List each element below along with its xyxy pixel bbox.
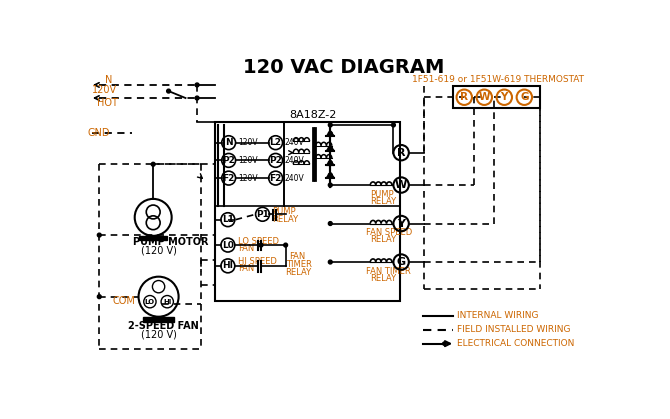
Circle shape [195, 83, 199, 87]
Text: RELAY: RELAY [371, 274, 397, 283]
Polygon shape [326, 172, 334, 178]
Text: P1: P1 [256, 210, 269, 219]
Text: L2: L2 [269, 138, 281, 147]
Circle shape [391, 123, 395, 127]
Text: N: N [225, 138, 232, 147]
Polygon shape [326, 131, 334, 136]
Text: L1: L1 [222, 215, 234, 224]
Text: 120V: 120V [238, 173, 257, 183]
Bar [139, 236, 167, 241]
Text: FIELD INSTALLED WIRING: FIELD INSTALLED WIRING [458, 325, 571, 334]
Circle shape [328, 260, 332, 264]
Circle shape [328, 161, 332, 165]
Circle shape [328, 146, 332, 150]
Text: ELECTRICAL CONNECTION: ELECTRICAL CONNECTION [458, 339, 575, 348]
Text: 120 VAC DIAGRAM: 120 VAC DIAGRAM [243, 58, 444, 77]
Bar [215, 122, 399, 301]
Text: P2: P2 [269, 156, 282, 165]
Text: F2: F2 [269, 173, 282, 183]
Text: P2: P2 [222, 156, 235, 165]
Circle shape [97, 233, 101, 237]
Circle shape [328, 123, 332, 127]
Text: R: R [397, 147, 405, 158]
Text: HI: HI [222, 261, 233, 270]
Text: 1F51-619 or 1F51W-619 THERMOSTAT: 1F51-619 or 1F51W-619 THERMOSTAT [412, 75, 584, 84]
Text: PUMP: PUMP [272, 207, 295, 217]
Text: FAN: FAN [289, 252, 306, 261]
Bar [143, 317, 174, 322]
Text: LO SPEED: LO SPEED [238, 237, 279, 246]
Text: GND: GND [88, 128, 111, 138]
Polygon shape [326, 160, 334, 166]
Text: (120 V): (120 V) [141, 329, 177, 339]
Circle shape [195, 96, 199, 100]
Circle shape [328, 183, 332, 187]
Text: FAN SPEED: FAN SPEED [366, 228, 413, 237]
Text: W: W [478, 92, 490, 102]
Text: 120V: 120V [238, 156, 257, 165]
Text: Y: Y [500, 92, 508, 102]
Circle shape [328, 173, 332, 177]
Circle shape [328, 222, 332, 225]
Circle shape [442, 341, 446, 346]
Text: 8A18Z-2: 8A18Z-2 [289, 110, 337, 120]
Text: G: G [520, 92, 529, 102]
Circle shape [259, 243, 263, 247]
Text: 2-SPEED FAN: 2-SPEED FAN [128, 321, 198, 331]
Bar [454, 86, 540, 108]
Text: HI: HI [163, 299, 172, 305]
Text: RELAY: RELAY [371, 235, 397, 244]
Text: R: R [460, 92, 468, 102]
Text: G: G [397, 257, 406, 267]
Text: PUMP: PUMP [371, 190, 394, 199]
Text: 240V: 240V [285, 138, 305, 147]
Text: Y: Y [397, 219, 405, 228]
Text: COM: COM [113, 295, 135, 305]
Text: RELAY: RELAY [272, 215, 298, 224]
Text: (120 V): (120 V) [141, 246, 177, 256]
Text: PUMP MOTOR: PUMP MOTOR [133, 237, 208, 247]
Text: HOT: HOT [96, 98, 117, 109]
Text: RELAY: RELAY [371, 197, 397, 206]
Polygon shape [326, 145, 334, 151]
Text: TIMER: TIMER [285, 260, 312, 269]
Circle shape [151, 162, 155, 166]
Text: HI SPEED: HI SPEED [238, 257, 277, 266]
Text: FAN: FAN [238, 264, 254, 274]
Text: L0: L0 [222, 241, 234, 250]
Text: FAN TIMER: FAN TIMER [366, 267, 411, 276]
Text: INTERNAL WIRING: INTERNAL WIRING [458, 311, 539, 321]
Circle shape [97, 295, 101, 299]
Circle shape [328, 132, 332, 135]
Text: RELAY: RELAY [285, 268, 312, 277]
Circle shape [167, 89, 170, 93]
Text: F2: F2 [222, 173, 234, 183]
Text: 240V: 240V [285, 156, 305, 165]
Text: W: W [395, 180, 407, 190]
Text: 240V: 240V [285, 173, 305, 183]
Text: 120V: 120V [238, 138, 257, 147]
Text: LO: LO [145, 299, 155, 305]
Text: N: N [105, 75, 112, 85]
Text: 120V: 120V [92, 85, 117, 95]
Circle shape [283, 243, 287, 247]
Text: FAN: FAN [238, 244, 254, 253]
